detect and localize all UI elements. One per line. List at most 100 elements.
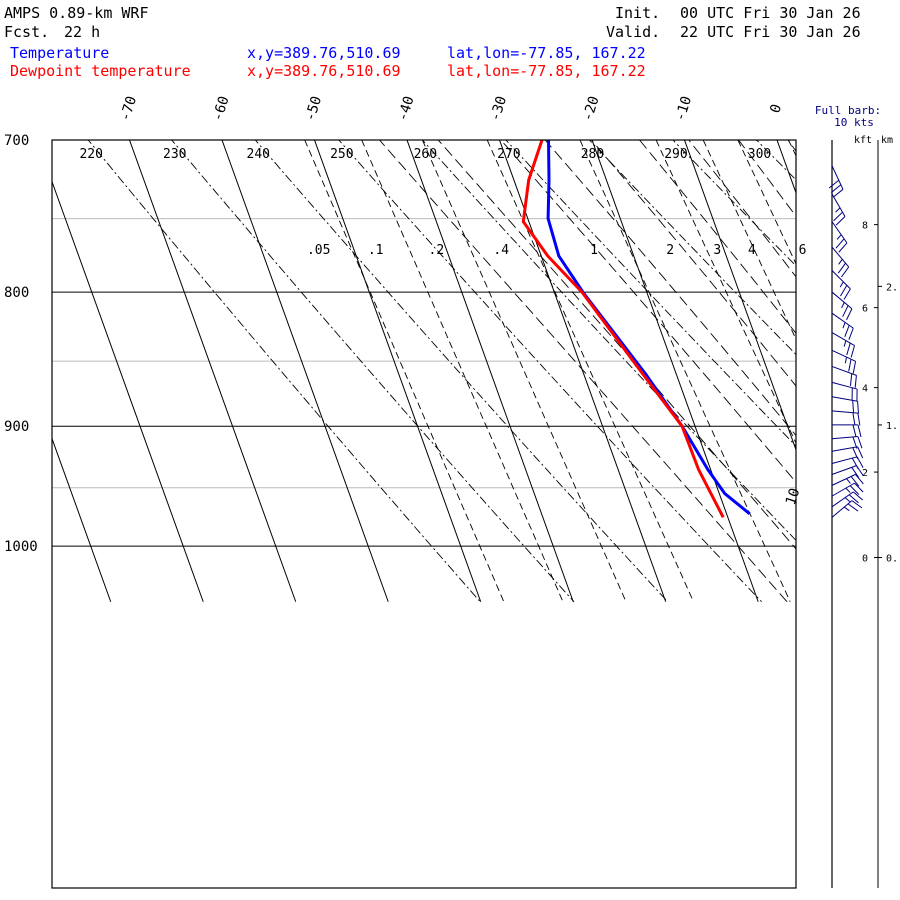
kft-tick-label: 0	[862, 554, 868, 565]
wind-barb	[831, 396, 859, 414]
wind-barb-half-feather	[845, 487, 851, 493]
km-tick-label: 1.	[886, 421, 898, 432]
wind-barb-feather	[847, 503, 859, 512]
isotherm-line	[864, 124, 900, 602]
dry-adiabat-line	[87, 140, 481, 602]
forecast-value: 22 h	[64, 23, 101, 41]
wind-barb-feather	[854, 375, 857, 388]
wind-barb-panel: 0 2 4 6 8 0. 1. 2.	[828, 140, 898, 888]
isotherm-line	[313, 140, 482, 602]
dry-adiabat-label: 230	[163, 147, 186, 162]
mixing-ratio-label: 4	[748, 243, 756, 258]
mixing-ratio-label: 6	[799, 243, 807, 258]
wind-barb-feather	[852, 361, 857, 374]
moist-adiabat-line	[638, 140, 796, 334]
temperature-tick-label: -60	[210, 94, 233, 123]
wind-barb-feather	[848, 494, 859, 504]
km-tick-label: 2.	[886, 282, 898, 293]
plot-frame	[51, 139, 797, 889]
mixing-ratio-label: .2	[429, 243, 445, 258]
wind-barb-half-feather	[844, 497, 851, 503]
wind-barb-feather	[851, 467, 860, 478]
wind-barb-staff	[831, 491, 854, 508]
dry-adiabat-line	[421, 140, 796, 542]
wind-barb-feather	[850, 345, 855, 358]
wind-barb	[832, 424, 862, 438]
isotherm-line	[128, 140, 297, 602]
grid-lines	[0, 124, 900, 603]
wind-barb-half-feather	[842, 322, 846, 329]
wind-barb	[831, 456, 864, 470]
wind-barb-feather	[854, 482, 864, 493]
km-axis-label: km	[881, 135, 893, 146]
wind-barb-feather	[842, 305, 849, 317]
wind-barb-feather	[849, 485, 860, 495]
moist-adiabat-line	[825, 124, 900, 602]
mixing-ratio-line	[361, 140, 564, 602]
wind-barb	[831, 465, 864, 478]
pressure-tick-label-900: 900	[4, 419, 29, 435]
kft-tick-label: 8	[862, 221, 868, 232]
wind-barb	[831, 482, 864, 497]
dry-adiabat-label: 260	[414, 147, 437, 162]
legend-temperature-name: Temperature	[10, 44, 110, 62]
dry-adiabat-line	[505, 140, 796, 447]
wind-barb-feather	[835, 216, 846, 226]
wind-barb-staff	[831, 332, 855, 347]
mixing-ratio-line	[579, 140, 791, 602]
mixing-ratio-line	[702, 140, 796, 341]
temperature-tick-label: 10	[783, 486, 803, 507]
mixing-ratio-label: .05	[307, 243, 330, 258]
wind-barb-feather	[838, 242, 848, 253]
dry-adiabat-label: 240	[247, 147, 270, 162]
wind-barb-feather	[851, 457, 859, 470]
wind-barb-half-feather	[835, 207, 841, 213]
wind-barb-staff	[831, 410, 858, 414]
legend-dewpoint-name: Dewpoint temperature	[10, 62, 191, 80]
wind-barb-feather	[833, 211, 843, 222]
wind-barb-staff	[831, 446, 858, 452]
wind-barb-feather	[835, 238, 845, 249]
temperature-tick-label: -30	[487, 94, 510, 123]
moist-adiabat-line	[500, 140, 796, 484]
wind-barb-staff	[831, 365, 857, 376]
wind-barb-staff	[831, 165, 844, 190]
mixing-ratio-label: 3	[713, 243, 721, 258]
legend-temperature-xy: x,y=389.76,510.69	[247, 44, 401, 62]
wind-barb-staff	[831, 221, 848, 244]
km-tick-label: 0.	[886, 554, 898, 565]
isotherm-line	[0, 124, 18, 602]
mixing-ratio-label: .1	[368, 243, 384, 258]
model-title: AMPS 0.89-km WRF	[4, 4, 149, 22]
wind-barb-half-feather	[836, 234, 842, 240]
temperature-tick-label: -40	[395, 94, 418, 123]
wind-barb	[831, 473, 864, 487]
wind-barb-feather	[830, 184, 842, 193]
wind-barb-feather	[857, 436, 863, 449]
wind-barb-staff	[831, 436, 858, 440]
mixing-ratio-label: 2	[666, 243, 674, 258]
mixing-ratio-line	[737, 140, 796, 265]
moist-adiabat-line	[544, 140, 796, 437]
wind-barb	[831, 246, 850, 278]
temperature-tick-label: -10	[672, 94, 695, 123]
wind-barb-half-feather	[846, 478, 851, 484]
wind-barb-staff	[831, 381, 858, 390]
legend-dewpoint-xy: x,y=389.76,510.69	[247, 62, 401, 80]
wind-barb	[831, 291, 853, 321]
init-value: 00 UTC Fri 30 Jan 26	[680, 4, 861, 22]
isotherm-line	[591, 140, 759, 602]
wind-barb	[831, 221, 848, 253]
init-label: Init.	[615, 4, 661, 22]
wind-barb-staff	[831, 312, 854, 329]
wind-barb-staff	[831, 473, 856, 486]
wind-barb-staff	[831, 500, 853, 518]
wind-barb	[831, 193, 846, 226]
legend-dewpoint-latlon: lat,lon=-77.85, 167.22	[447, 62, 646, 80]
valid-value: 22 UTC Fri 30 Jan 26	[680, 23, 861, 41]
wind-barb-staff	[831, 291, 853, 310]
wind-barb-half-feather	[843, 506, 850, 512]
pressure-tick-label-1000: 1000	[4, 539, 38, 555]
wind-barb-feather	[846, 342, 851, 356]
